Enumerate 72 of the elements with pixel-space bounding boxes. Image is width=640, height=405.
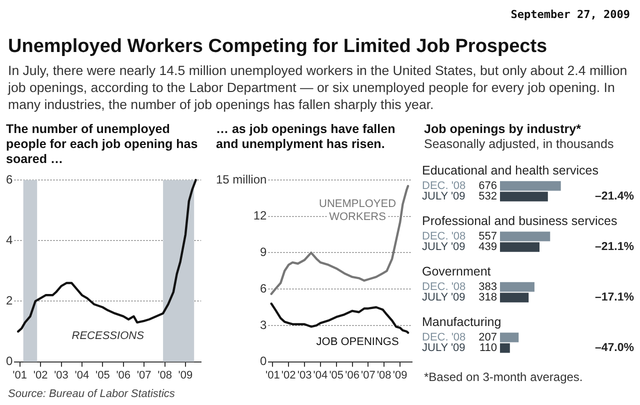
bar: [500, 181, 561, 191]
data-label: 110: [479, 342, 497, 354]
text: DEC. '08: [422, 230, 466, 242]
text: JULY '09: [422, 292, 466, 304]
text: JULY '09: [422, 190, 466, 203]
text: DEC. '08: [422, 180, 466, 192]
x-tick-label: '07: [361, 369, 376, 382]
x-tick-label: '02: [281, 369, 296, 382]
chart-title: The number of unemployed people for each job opening has soared …: [6, 122, 199, 167]
text: *Based on 3-month averages.: [424, 370, 583, 384]
x-tick-label: '03: [54, 369, 68, 382]
y-tick-label: Manufacturing: [422, 314, 502, 329]
text: JULY '09: [422, 241, 466, 254]
bar: [500, 242, 540, 252]
data-label: 532: [478, 190, 497, 203]
x-tick-label: '06: [116, 369, 131, 382]
y-tick-label: 9: [260, 245, 267, 260]
data-label: 383: [478, 280, 497, 293]
chart-subtitle: Seasonally adjusted, in thousands: [424, 137, 615, 152]
y-tick-label: Professional and business services: [422, 214, 618, 228]
data-label: 318: [478, 292, 497, 304]
x-tick-label: '02: [33, 369, 48, 382]
x-tick-label: '09: [178, 369, 193, 382]
text: –47.0%: [594, 342, 634, 354]
x-tick-label: '08: [158, 369, 172, 382]
x-tick-label: '06: [345, 369, 360, 382]
annotation: RECESSIONS: [72, 330, 145, 342]
y-tick-label: 0: [260, 354, 267, 368]
x-tick-label: '04: [74, 369, 90, 382]
text: DEC. '08: [422, 331, 466, 344]
text: –21.1%: [594, 241, 634, 254]
series-label: UNEMPLOYED WORKERS: [319, 198, 396, 224]
bar: [500, 192, 548, 202]
text: In July, there were nearly 14.5 million unemployed workers in the United States, but only about 2.4 million job openings, according to the Labor Department — or six unemployed people for every job opening. In many industries, the number of job openings has fallen sharply this year.: [8, 62, 628, 113]
text: DEC. '08: [422, 280, 466, 293]
bar: [500, 292, 529, 302]
y-tick-label: 15 million: [216, 172, 267, 186]
text: Unemployed Workers Competing for Limited Job Prospects: [8, 36, 548, 58]
source-note: Source: Bureau of Labor Statistics: [8, 388, 175, 400]
text: September 27, 2009: [510, 8, 630, 21]
chart-title: Job openings by industry*: [424, 122, 582, 137]
data-label: 439: [478, 241, 497, 254]
text: –21.4%: [594, 190, 634, 203]
text: JULY '09: [422, 342, 466, 354]
data-label: 207: [478, 331, 497, 344]
y-tick-label: Government: [422, 264, 492, 278]
y-tick-label: 0: [6, 354, 13, 368]
x-tick-label: '09: [392, 369, 408, 382]
bar: [500, 332, 519, 342]
y-tick-label: 6: [260, 281, 267, 296]
data-label: 557: [478, 230, 497, 242]
data-label: 676: [478, 180, 497, 192]
x-tick-label: '07: [136, 369, 152, 382]
x-tick-label: '01: [12, 369, 28, 382]
y-tick-label: Educational and health services: [422, 163, 599, 178]
bar: [500, 282, 534, 292]
chart-title: … as job openings have fallen and unemplyment has risen.: [216, 122, 396, 152]
x-tick-label: '01: [266, 369, 280, 382]
x-tick-label: '03: [297, 369, 312, 382]
y-tick-label: 12: [253, 208, 268, 223]
y-tick-label: 4: [6, 232, 13, 247]
series-label: JOB OPENINGS: [316, 336, 399, 348]
y-tick-label: 3: [260, 318, 267, 332]
x-tick-label: '08: [376, 369, 392, 382]
bar: [500, 232, 550, 242]
text: –17.1%: [594, 292, 634, 304]
y-tick-label: 6: [6, 172, 13, 186]
x-tick-label: '05: [329, 369, 344, 382]
bar: [500, 343, 510, 353]
x-tick-label: '04: [313, 369, 328, 382]
y-tick-label: 2: [6, 294, 13, 308]
x-tick-label: '05: [95, 369, 110, 382]
